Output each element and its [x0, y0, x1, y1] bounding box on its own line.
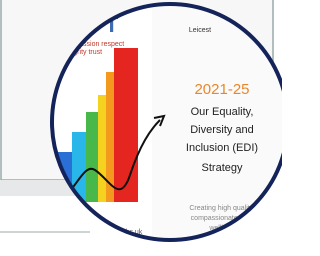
screenshot: reLPT compassion respect integrity trust…	[0, 0, 282, 256]
page: reLPT compassion respect integrity trust…	[0, 0, 282, 256]
block-bar	[114, 48, 138, 202]
cover-title: Our Equality,	[191, 106, 254, 118]
cover-title: Inclusion (EDI)	[186, 142, 258, 154]
cover-title: Diversity and	[190, 124, 254, 136]
cover-title: Strategy	[202, 162, 243, 174]
cover-years: 2021-25	[194, 81, 249, 98]
header: Leicest	[189, 27, 211, 34]
